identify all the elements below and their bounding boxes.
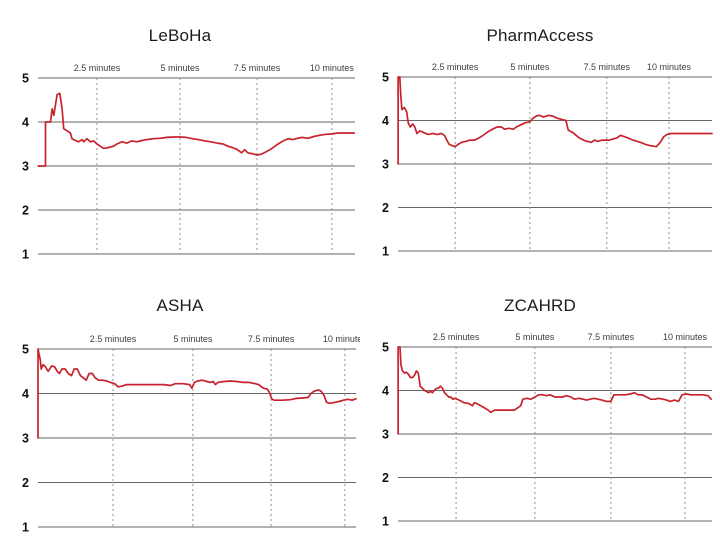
svg-text:3: 3 xyxy=(22,432,29,446)
svg-text:10 minutes: 10 minutes xyxy=(323,334,360,344)
svg-text:5 minutes: 5 minutes xyxy=(510,62,550,72)
svg-text:7.5 minutes: 7.5 minutes xyxy=(588,332,635,342)
svg-text:5 minutes: 5 minutes xyxy=(161,63,201,73)
svg-text:5: 5 xyxy=(22,72,29,86)
svg-text:4: 4 xyxy=(22,116,29,130)
svg-text:5: 5 xyxy=(382,71,389,85)
chart-plot-pharmaccess: 5 4 3 2 1 2.5 minutes 5 minutes 7.5 minutes 10 m… xyxy=(382,62,713,259)
svg-text:1: 1 xyxy=(382,245,389,259)
svg-text:2: 2 xyxy=(22,204,29,218)
chart-title-pharmaccess: PharmAccess xyxy=(486,26,594,45)
svg-text:7.5 minutes: 7.5 minutes xyxy=(248,334,295,344)
chart-title-zcahrd: ZCAHRD xyxy=(503,296,577,315)
svg-text:4: 4 xyxy=(22,387,29,401)
chart-plot-zcahrd: 5 4 3 2 1 2.5 minutes 5 minutes 7.5 minutes 10 m… xyxy=(382,332,712,529)
svg-text:5 minutes: 5 minutes xyxy=(515,332,555,342)
svg-text:1: 1 xyxy=(22,521,29,535)
svg-text:10 minutes: 10 minutes xyxy=(663,332,708,342)
svg-text:1: 1 xyxy=(22,248,29,262)
chart-title-leboha: LeBoHa xyxy=(148,26,212,45)
svg-text:2.5 minutes: 2.5 minutes xyxy=(90,334,137,344)
chart-pharmaccess: PharmAccess 5 4 3 2 1 2.5 minutes 5 minutes 7.5… xyxy=(360,0,720,270)
chart-title-asha: ASHA xyxy=(156,296,204,315)
chart-zcahrd: ZCAHRD 5 4 3 2 1 2.5 minutes 5 minutes 7.5 minu… xyxy=(360,270,720,540)
svg-text:1: 1 xyxy=(382,515,389,529)
svg-text:3: 3 xyxy=(382,158,389,172)
svg-text:3: 3 xyxy=(22,160,29,174)
svg-text:2: 2 xyxy=(22,476,29,490)
svg-text:4: 4 xyxy=(382,114,389,128)
chart-plot-leboha: 5 4 3 2 1 2.5 minutes 5 minutes 7.5 minutes 10 m… xyxy=(22,63,356,262)
svg-text:7.5 minutes: 7.5 minutes xyxy=(234,63,281,73)
svg-text:5: 5 xyxy=(22,343,29,357)
svg-text:5 minutes: 5 minutes xyxy=(173,334,213,344)
svg-text:2: 2 xyxy=(382,201,389,215)
svg-text:3: 3 xyxy=(382,428,389,442)
svg-text:10 minutes: 10 minutes xyxy=(647,62,692,72)
svg-text:7.5 minutes: 7.5 minutes xyxy=(584,62,631,72)
svg-text:2.5 minutes: 2.5 minutes xyxy=(432,62,479,72)
svg-text:10 minutes: 10 minutes xyxy=(310,63,355,73)
chart-asha: ASHA 5 4 3 2 1 2.5 minutes 5 minutes 7.5 minute… xyxy=(0,270,360,540)
svg-text:5: 5 xyxy=(382,341,389,355)
svg-text:2.5 minutes: 2.5 minutes xyxy=(433,332,480,342)
chart-plot-asha: 5 4 3 2 1 2.5 minutes 5 minutes 7.5 minutes 10 m… xyxy=(22,334,360,535)
svg-text:2: 2 xyxy=(382,471,389,485)
svg-text:4: 4 xyxy=(382,384,389,398)
chart-leboha: LeBoHa 5 4 3 2 1 2.5 minutes 5 minutes 7.5 minu… xyxy=(0,0,360,270)
svg-text:2.5 minutes: 2.5 minutes xyxy=(74,63,121,73)
